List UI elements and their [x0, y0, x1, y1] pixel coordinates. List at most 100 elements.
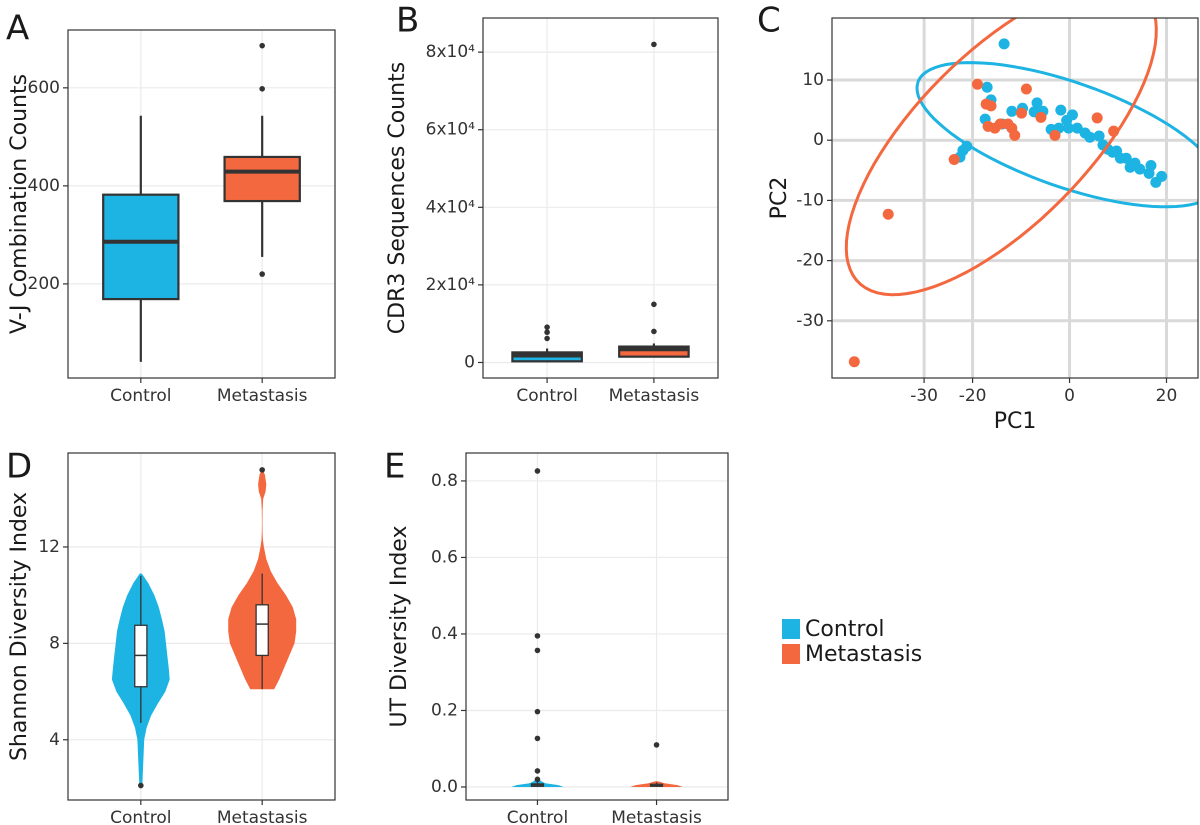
- y-tick-label: 0: [464, 352, 475, 372]
- y-tick-label: 600: [28, 78, 60, 98]
- outlier: [259, 467, 265, 473]
- x-tick-label: Control: [516, 386, 577, 406]
- y-tick-label: 0: [813, 130, 824, 150]
- point: [1093, 130, 1105, 142]
- x-tick-label: Metastasis: [217, 386, 308, 406]
- outlier: [534, 468, 541, 474]
- point: [1145, 159, 1157, 171]
- plot-border: [482, 17, 719, 379]
- y-tick-label: 4: [49, 730, 60, 750]
- x-tick-label: Control: [507, 808, 568, 825]
- point: [1055, 104, 1067, 116]
- point: [1091, 112, 1103, 124]
- plot-background: [483, 18, 718, 378]
- outlier: [534, 768, 541, 774]
- x-tick-label: Control: [110, 808, 171, 825]
- outlier: [651, 328, 657, 335]
- legend-label: Control: [805, 617, 885, 642]
- point: [1063, 122, 1075, 134]
- box: [618, 345, 690, 358]
- y-axis-title: PC2: [767, 177, 792, 220]
- panel-letter: B: [396, 1, 419, 41]
- point: [1120, 152, 1132, 164]
- outlier: [259, 86, 265, 92]
- point: [1156, 170, 1168, 182]
- legend-label: Metastasis: [805, 642, 922, 667]
- plot-border: [831, 17, 1199, 379]
- panel-letter: C: [757, 1, 781, 41]
- plot-border: [67, 29, 336, 379]
- outlier: [534, 735, 541, 742]
- outlier: [653, 742, 660, 748]
- legend-swatch: [782, 619, 800, 639]
- y-tick-label: 400: [28, 176, 60, 196]
- outlier: [138, 782, 144, 789]
- box: [255, 604, 269, 657]
- point: [948, 153, 960, 165]
- y-axis-title: Shannon Diversity Index: [7, 492, 32, 761]
- point: [998, 38, 1010, 50]
- ellipse: [844, 18, 1158, 297]
- outlier: [534, 647, 541, 654]
- y-tick-label: -20: [796, 251, 824, 271]
- y-tick-label: 0.8: [431, 471, 458, 491]
- y-tick-label: -30: [796, 311, 824, 331]
- outlier: [534, 708, 541, 715]
- outlier: [544, 324, 550, 330]
- point: [1016, 107, 1028, 119]
- x-tick-label: Metastasis: [609, 386, 700, 406]
- x-axis-title: PC1: [994, 409, 1037, 434]
- outlier: [534, 776, 541, 783]
- y-tick-label: 2x10⁴: [426, 275, 476, 295]
- point: [1049, 129, 1061, 141]
- outlier: [534, 633, 541, 639]
- outlier: [651, 301, 657, 308]
- point: [882, 208, 894, 220]
- panel-letter: E: [384, 447, 405, 487]
- y-tick-label: 4x10⁴: [426, 197, 476, 217]
- x-tick-label: -20: [959, 386, 987, 406]
- panel-letter: A: [6, 9, 29, 49]
- y-tick-label: 0.6: [431, 547, 458, 567]
- y-tick-label: 8: [49, 633, 60, 653]
- x-tick-label: 20: [1156, 386, 1178, 406]
- y-tick-label: 10: [802, 70, 824, 90]
- y-tick-label: 200: [28, 274, 60, 294]
- point: [1129, 157, 1141, 169]
- outlier: [544, 335, 550, 342]
- point: [1009, 129, 1021, 141]
- y-axis-title: UT Diversity Index: [387, 526, 412, 728]
- y-tick-label: -10: [796, 190, 824, 210]
- outlier: [544, 329, 550, 336]
- outlier: [259, 42, 265, 49]
- x-tick-label: Control: [110, 386, 171, 406]
- point: [1020, 83, 1032, 95]
- box: [223, 155, 301, 203]
- point: [994, 118, 1006, 130]
- point: [1035, 111, 1047, 123]
- point: [1084, 131, 1096, 143]
- y-axis-title: V-J Combination Counts: [7, 74, 32, 334]
- ellipse: [915, 61, 1198, 209]
- outlier: [651, 41, 657, 48]
- x-tick-label: Metastasis: [217, 808, 308, 825]
- point: [985, 100, 997, 112]
- y-axis-title: CDR3 Sequences Counts: [385, 62, 410, 334]
- y-tick-label: 8x10⁴: [426, 42, 476, 62]
- point: [848, 356, 860, 368]
- point: [971, 78, 983, 90]
- y-tick-label: 0.2: [431, 700, 458, 720]
- plot-background: [832, 18, 1198, 378]
- point: [1066, 109, 1078, 121]
- point: [1031, 97, 1043, 109]
- point: [1006, 105, 1018, 117]
- y-tick-label: 12: [38, 537, 60, 557]
- plot-background: [466, 453, 728, 800]
- y-tick-label: 6x10⁴: [426, 120, 476, 140]
- point: [1111, 145, 1123, 157]
- point: [981, 81, 993, 93]
- y-tick-label: 0.4: [431, 624, 458, 644]
- box: [102, 193, 180, 301]
- x-tick-label: 0: [1064, 386, 1075, 406]
